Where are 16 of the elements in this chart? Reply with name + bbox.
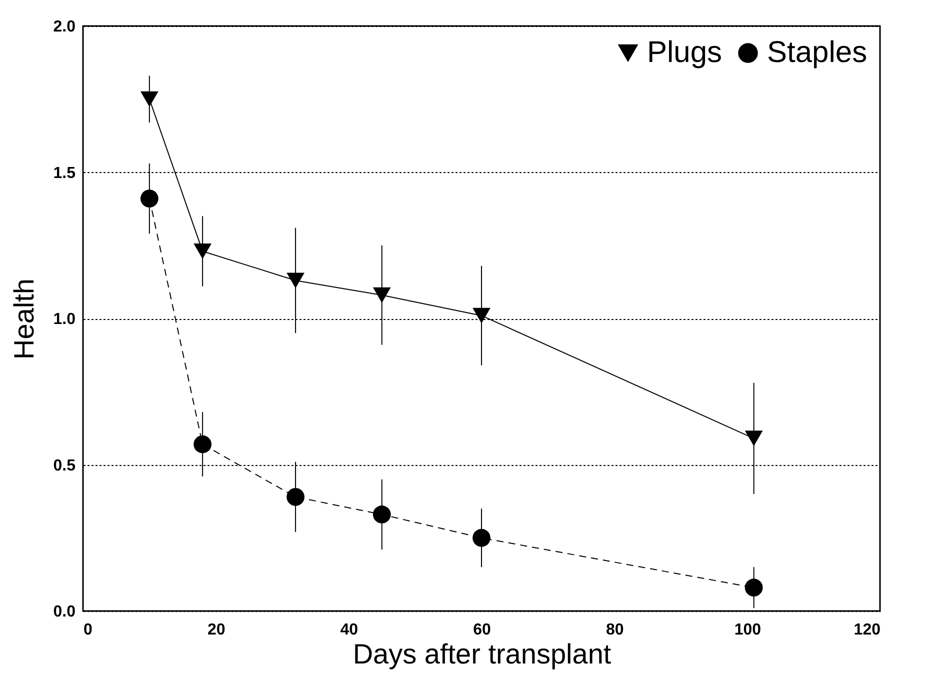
legend-label: Staples (767, 36, 868, 69)
x-tick-label: 120 (854, 622, 881, 638)
y-tick-label: 1.5 (53, 164, 76, 182)
y-tick-label: 0.0 (53, 604, 76, 620)
x-tick-label: 100 (734, 622, 762, 638)
x-tick-label: 80 (606, 622, 624, 638)
legend-label: Plugs (647, 36, 722, 69)
y-tick-label: 2.0 (53, 18, 76, 36)
y-tick-label: 1.0 (53, 311, 76, 328)
x-tick-label: 0 (84, 622, 92, 638)
x-tick-label: 20 (207, 622, 226, 638)
y-axis-title: Health (8, 278, 40, 360)
x-tick-label: 40 (340, 622, 358, 638)
x-axis-title: Days after transplant (352, 638, 612, 670)
x-tick-label: 60 (473, 622, 491, 638)
y-tick-label: 0.5 (53, 457, 76, 474)
